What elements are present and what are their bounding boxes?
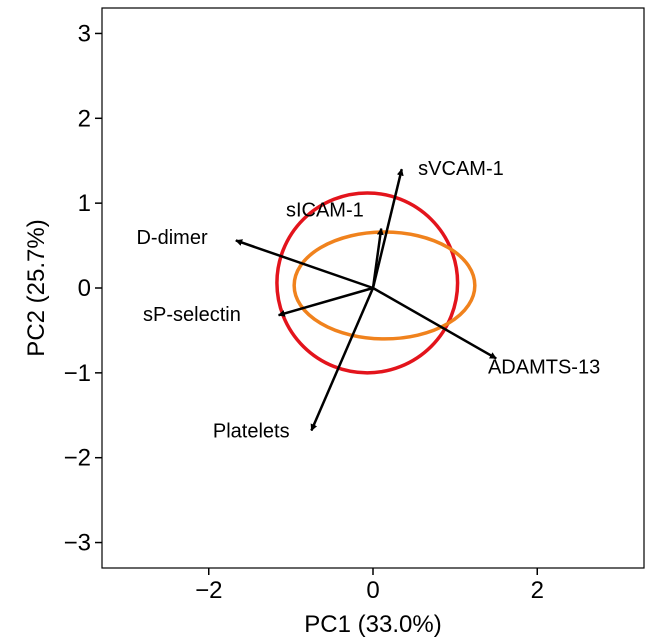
loading-label-svcam-1: sVCAM-1 bbox=[418, 158, 504, 180]
loading-arrow-adamts-13 bbox=[372, 286, 497, 360]
y-tick-label: −2 bbox=[64, 445, 91, 472]
y-tick-label: 1 bbox=[78, 190, 91, 217]
y-axis: −3 −2 −1 0 1 2 3 bbox=[64, 20, 102, 557]
loading-arrow-sp-selectin bbox=[277, 286, 374, 317]
loading-label-d-dimer: D-dimer bbox=[136, 227, 207, 249]
loading-arrow-sicam-1 bbox=[371, 227, 384, 289]
loading-label-sicam-1: sICAM-1 bbox=[286, 200, 364, 222]
y-tick-label: −1 bbox=[64, 360, 91, 387]
loading-label-sp-selectin: sP-selectin bbox=[143, 304, 241, 326]
y-axis-title: PC2 (25.7%) bbox=[23, 219, 50, 356]
loading-label-adamts-13: ADAMTS-13 bbox=[488, 357, 600, 379]
loading-arrows bbox=[235, 168, 497, 432]
group-ellipse-1 bbox=[275, 191, 460, 375]
x-tick-label: −2 bbox=[195, 577, 222, 604]
y-tick-label: 3 bbox=[78, 20, 91, 47]
y-tick-label: −3 bbox=[64, 530, 91, 557]
x-axis-title: PC1 (33.0%) bbox=[304, 611, 441, 638]
group-ellipse-2 bbox=[292, 230, 477, 341]
y-tick-label: 0 bbox=[78, 275, 91, 302]
x-tick-label: 0 bbox=[366, 577, 379, 604]
loading-labels: sVCAM-1 sICAM-1 D-dimer sP-selectin ADAMTS-1… bbox=[136, 158, 600, 442]
loading-arrow-d-dimer bbox=[235, 239, 374, 290]
loading-label-platelets: Platelets bbox=[213, 420, 290, 442]
loading-arrow-platelets bbox=[310, 287, 375, 432]
group-ellipses bbox=[275, 191, 477, 375]
y-tick-label: 2 bbox=[78, 105, 91, 132]
x-axis: −2 0 2 bbox=[195, 568, 544, 604]
x-tick-label: 2 bbox=[531, 577, 544, 604]
loading-arrow-svcam-1 bbox=[371, 168, 404, 289]
